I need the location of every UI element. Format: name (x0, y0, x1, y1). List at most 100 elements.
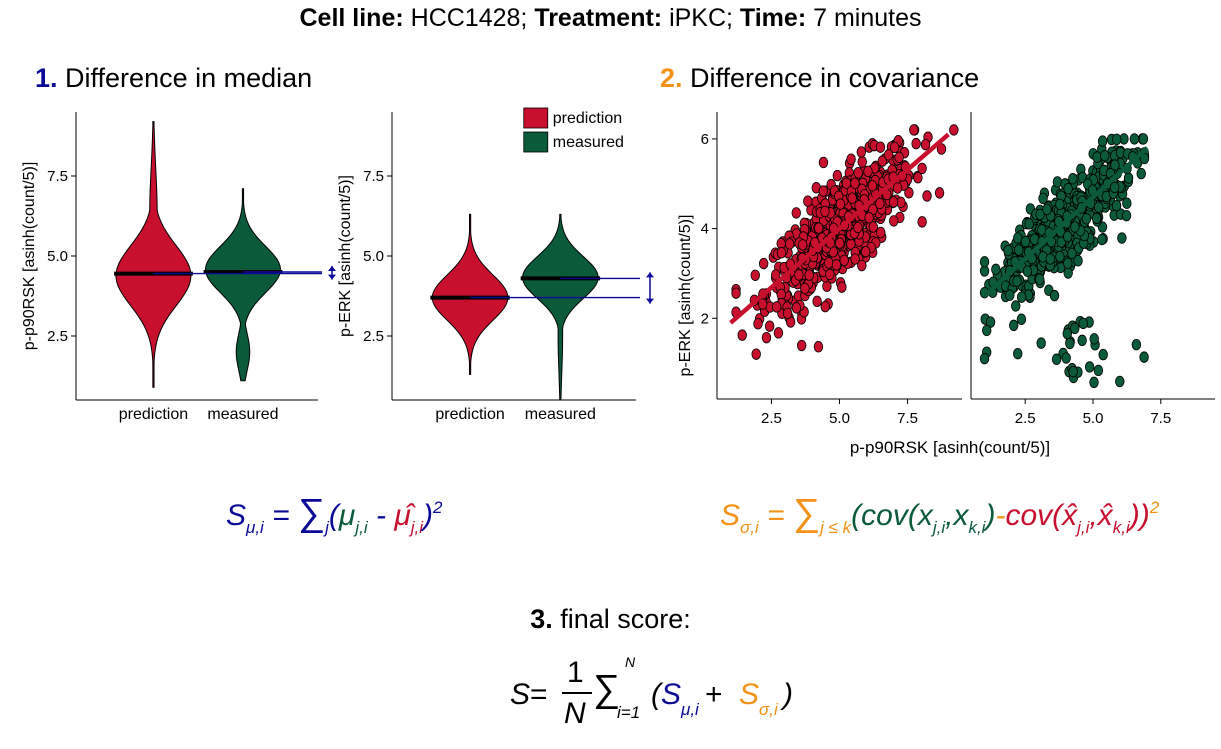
x-tick-label: 5.0 (1083, 410, 1104, 427)
scatter-point (864, 212, 874, 224)
f1-eq: = (263, 499, 299, 532)
scatter-point (1115, 375, 1125, 388)
scatter-point (1117, 232, 1127, 244)
scatter-point (831, 259, 842, 271)
scatter-point (888, 196, 899, 208)
scatter-point (1052, 176, 1063, 188)
scatter-point (771, 269, 781, 281)
f3-fraction-bar (562, 692, 592, 694)
time-value: 7 minutes (806, 4, 922, 32)
y-axis-label: p-ERK [asinh(count/5)] (677, 215, 694, 377)
f1-power: 2 (433, 498, 443, 517)
scatter-point (737, 329, 747, 341)
y-tick-label: 6 (701, 131, 709, 148)
scatter-point (934, 187, 945, 199)
violin-prediction (115, 121, 192, 388)
scatter-point (883, 149, 894, 161)
violin-measured (204, 188, 281, 382)
f2-minus: - (995, 499, 1006, 532)
y-axis-label: p-ERK [asinh(count/5)] (337, 175, 354, 337)
section1-heading: 1. Difference in median (35, 63, 312, 94)
scatter-point (982, 324, 992, 337)
legend-label: prediction (553, 110, 622, 127)
x-tick-label: 2.5 (761, 410, 782, 427)
scatter-points (731, 124, 959, 360)
scatter-point (1051, 353, 1062, 365)
scatter-point (1070, 221, 1080, 233)
x-axis-label: p-p90RSK [asinh(count/5)] (850, 438, 1050, 457)
scatter-point (839, 254, 849, 267)
f3-close: ) (783, 678, 793, 711)
legend-label: measured (553, 134, 624, 151)
scatter-point (1055, 198, 1065, 211)
scatter-point (875, 197, 885, 210)
scatter-point (917, 162, 927, 175)
scatter-point (1024, 218, 1034, 230)
scatter-point (1077, 334, 1087, 347)
f3-s2: S (739, 678, 760, 711)
scatter-point (794, 269, 804, 281)
scatter-point (820, 300, 830, 313)
scatter-point (876, 226, 886, 239)
figure-title: Cell line: HCC1428; Treatment: iPKC; Tim… (0, 4, 1221, 33)
scatter-point (803, 195, 813, 207)
f3-lhs: S (510, 678, 531, 711)
arrow-head-up (328, 266, 336, 271)
f2-cov2-sub2: k,i (1112, 518, 1130, 537)
section1-number: 1. (35, 63, 58, 93)
scatter-point (1131, 338, 1142, 351)
x-tick-label: 7.5 (897, 410, 918, 427)
f2-cov2: cov(x̂ (1005, 499, 1078, 532)
scatter-point (856, 146, 867, 158)
scatter-point (1109, 181, 1120, 194)
scatter-point (1062, 230, 1073, 243)
scatter-point (1055, 250, 1065, 263)
f3-s2-sub: σ,i (759, 700, 778, 719)
f2-cov1-mid: ,x (945, 499, 969, 532)
treatment-value: iPKC; (662, 4, 740, 32)
violin-prediction (431, 213, 509, 375)
scatter-point (892, 182, 903, 194)
scatter-point (1063, 257, 1073, 269)
regression-line (983, 146, 1149, 298)
scatter-point (1068, 173, 1078, 185)
f1-muhat-sub: j,i (410, 518, 424, 537)
scatter-point (812, 295, 822, 308)
scatter-point (1045, 253, 1055, 265)
scatter-point (784, 238, 795, 250)
section2-title: Difference in covariance (682, 63, 980, 93)
f2-cov1-close: ) (985, 499, 996, 532)
y-tick-label: 5.0 (363, 248, 384, 265)
scatter-point (1065, 337, 1075, 350)
scatter-point (782, 307, 793, 320)
f3-denominator: N (564, 697, 586, 730)
scatter-point (1084, 361, 1095, 373)
scatter-point (1138, 133, 1149, 145)
scatter-point (1136, 167, 1146, 180)
scatter-point (761, 331, 772, 344)
scatter-point (1089, 333, 1099, 345)
f1-open: ( (328, 499, 339, 532)
formula-final-score: S = 1 N ∑ N i=1 ( S μ,i + S σ,i ) (505, 652, 805, 742)
scatter-point (1073, 254, 1083, 267)
scatter-point (991, 263, 1001, 276)
scatter-point (1091, 212, 1102, 225)
scatter-point (847, 192, 857, 204)
f2-cov2-mid: ,x̂ (1089, 499, 1113, 532)
scatter-point (1093, 364, 1104, 377)
scatter-point (1042, 203, 1052, 216)
x-tick-label: 2.5 (1015, 410, 1036, 427)
scatter-point (1111, 199, 1122, 212)
scatter-point (1003, 244, 1013, 257)
scatter-point (1036, 337, 1046, 349)
legend-swatch (523, 107, 549, 129)
section1-title: Difference in median (57, 63, 313, 93)
scatter-point (832, 169, 843, 182)
formula-covariance-score: Sσ,i = ∑j ≤ k(cov(xj,i,xk,i)-cov(x̂j,i,x… (720, 492, 1159, 538)
scatter-point (837, 281, 847, 293)
scatter-point (911, 137, 921, 150)
scatter-point (853, 167, 863, 179)
scatter-point (753, 318, 763, 330)
arrow-head-down (646, 298, 654, 304)
cell-line-value: HCC1428; (403, 4, 535, 32)
